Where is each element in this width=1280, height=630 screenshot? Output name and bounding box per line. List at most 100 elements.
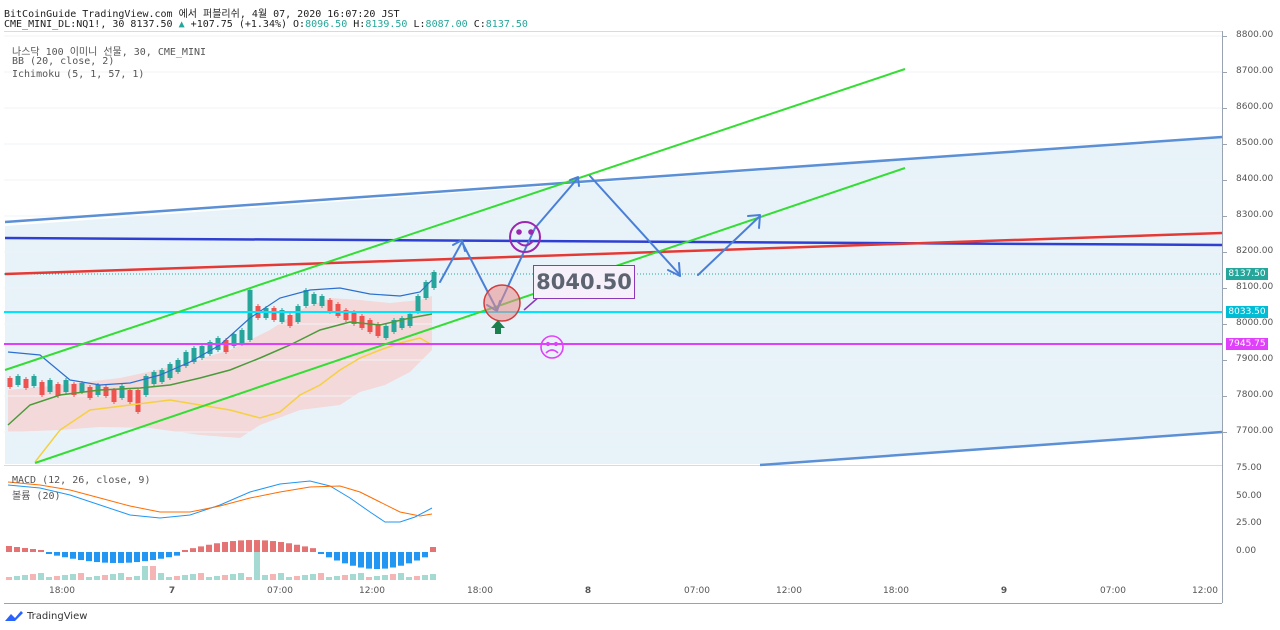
macd-histogram-bar — [302, 546, 308, 552]
volume-bar — [334, 576, 340, 580]
volume-bar — [302, 575, 308, 580]
macd-histogram-bar — [262, 540, 268, 552]
change-text: +107.75 (+1.34%) — [190, 19, 287, 30]
macd-histogram-bar — [270, 541, 276, 552]
volume-bar — [286, 577, 292, 580]
volume-bar — [422, 575, 428, 580]
candle-body — [183, 352, 189, 366]
price-line-label: 8137.50 — [1226, 268, 1268, 280]
candle-body — [223, 340, 229, 352]
macd-histogram-bar — [86, 552, 92, 562]
macd-histogram-bar — [14, 547, 20, 552]
open-value: 8096.50 — [305, 19, 348, 30]
candle-body — [63, 380, 69, 392]
price-tick-mark — [1222, 360, 1227, 361]
candle-body — [343, 310, 349, 320]
volume-bar — [118, 573, 124, 580]
volume-bar — [38, 573, 44, 580]
time-tick-label: 18:00 — [883, 586, 909, 596]
macd-histogram-bar — [142, 552, 148, 562]
macd-histogram-bar — [182, 550, 188, 552]
candle-body — [55, 384, 61, 396]
legend-bb: BB (20, close, 2) — [12, 56, 115, 67]
macd-tick-label: 0.00 — [1236, 546, 1257, 556]
volume-bar — [222, 575, 228, 580]
macd-histogram-bar — [222, 542, 228, 552]
price-tick-label: 8500.00 — [1236, 138, 1274, 148]
volume-bar — [238, 573, 244, 580]
macd-histogram-bar — [318, 552, 324, 554]
macd-histogram-bar — [374, 552, 380, 569]
candle-body — [359, 316, 365, 328]
macd-histogram-bar — [294, 544, 300, 552]
time-tick-label: 07:00 — [1100, 586, 1126, 596]
volume-bar — [158, 573, 164, 580]
candle-body — [271, 308, 277, 320]
time-tick-label: 9 — [1000, 586, 1008, 596]
candle-body — [47, 380, 53, 392]
frown-icon — [540, 335, 564, 359]
low-label: L: — [413, 19, 426, 30]
high-value: 8139.50 — [365, 19, 408, 30]
volume-bar — [22, 575, 28, 580]
candle-body — [199, 346, 205, 358]
volume-bar — [230, 574, 236, 580]
candle-body — [31, 376, 37, 386]
volume-bar — [414, 576, 420, 580]
red-trend-line — [4, 231, 1223, 276]
macd-histogram-bar — [174, 552, 180, 556]
volume-bar — [358, 573, 364, 580]
signal-line — [7, 481, 433, 517]
macd-tick-label: 50.00 — [1236, 491, 1262, 501]
volume-bar — [190, 574, 196, 580]
volume-bar — [62, 575, 68, 580]
volume-bar — [382, 575, 388, 580]
time-tick-label: 12:00 — [359, 586, 385, 596]
volume-bar — [398, 573, 404, 580]
volume-bar — [54, 576, 60, 580]
tradingview-logo[interactable]: TradingView — [5, 608, 87, 624]
legend-volume: 볼륨 (20) — [12, 491, 61, 502]
tradingview-logo-icon — [5, 611, 23, 621]
macd-histogram-bar — [110, 552, 116, 563]
bb-basis-line — [7, 313, 433, 426]
macd-histogram-bar — [70, 552, 76, 559]
volume-bar — [214, 576, 220, 580]
price-tick-label: 8400.00 — [1236, 174, 1274, 184]
volume-bar — [278, 573, 284, 580]
legend-symbol: 나스닥 100 이미니 선물, 30, CME_MINI — [12, 47, 207, 58]
candle-body — [303, 290, 309, 306]
price-line-label: 7945.75 — [1226, 338, 1268, 350]
macd-histogram-bar — [350, 552, 356, 566]
price-tick-label: 8100.00 — [1236, 282, 1274, 292]
macd-histogram-bar — [150, 552, 156, 561]
volume-bar — [182, 575, 188, 580]
up-triangle-icon: ▲ — [178, 19, 185, 30]
candle-body — [231, 334, 237, 346]
candle-body — [399, 318, 405, 328]
macd-histogram-bar — [382, 552, 388, 569]
macd-histogram-bar — [326, 552, 332, 558]
macd-histogram-bar — [430, 547, 436, 552]
candle-body — [151, 372, 157, 384]
price-tick-label: 8300.00 — [1236, 210, 1274, 220]
price-tick-label: 8800.00 — [1236, 30, 1274, 40]
resistance-line — [4, 236, 1223, 247]
candle-body — [391, 320, 397, 332]
candle-body — [159, 370, 165, 382]
price-tick-label: 8000.00 — [1236, 318, 1274, 328]
macd-histogram-bar — [414, 552, 420, 561]
price-annotation-callout[interactable]: 8040.50 — [533, 265, 635, 299]
macd-histogram-bar — [398, 552, 404, 566]
price-tick-mark — [1222, 432, 1227, 433]
tradingview-brand-text: TradingView — [27, 610, 88, 622]
macd-histogram-bar — [366, 552, 372, 569]
blue-upper-trend-line — [4, 135, 1223, 224]
price-tick-mark — [1222, 324, 1227, 325]
candle-body — [407, 314, 413, 326]
macd-histogram-bar — [254, 540, 260, 552]
candle-body — [351, 312, 357, 324]
ichimoku-conversion-line — [34, 337, 433, 463]
time-tick-label: 12:00 — [776, 586, 802, 596]
